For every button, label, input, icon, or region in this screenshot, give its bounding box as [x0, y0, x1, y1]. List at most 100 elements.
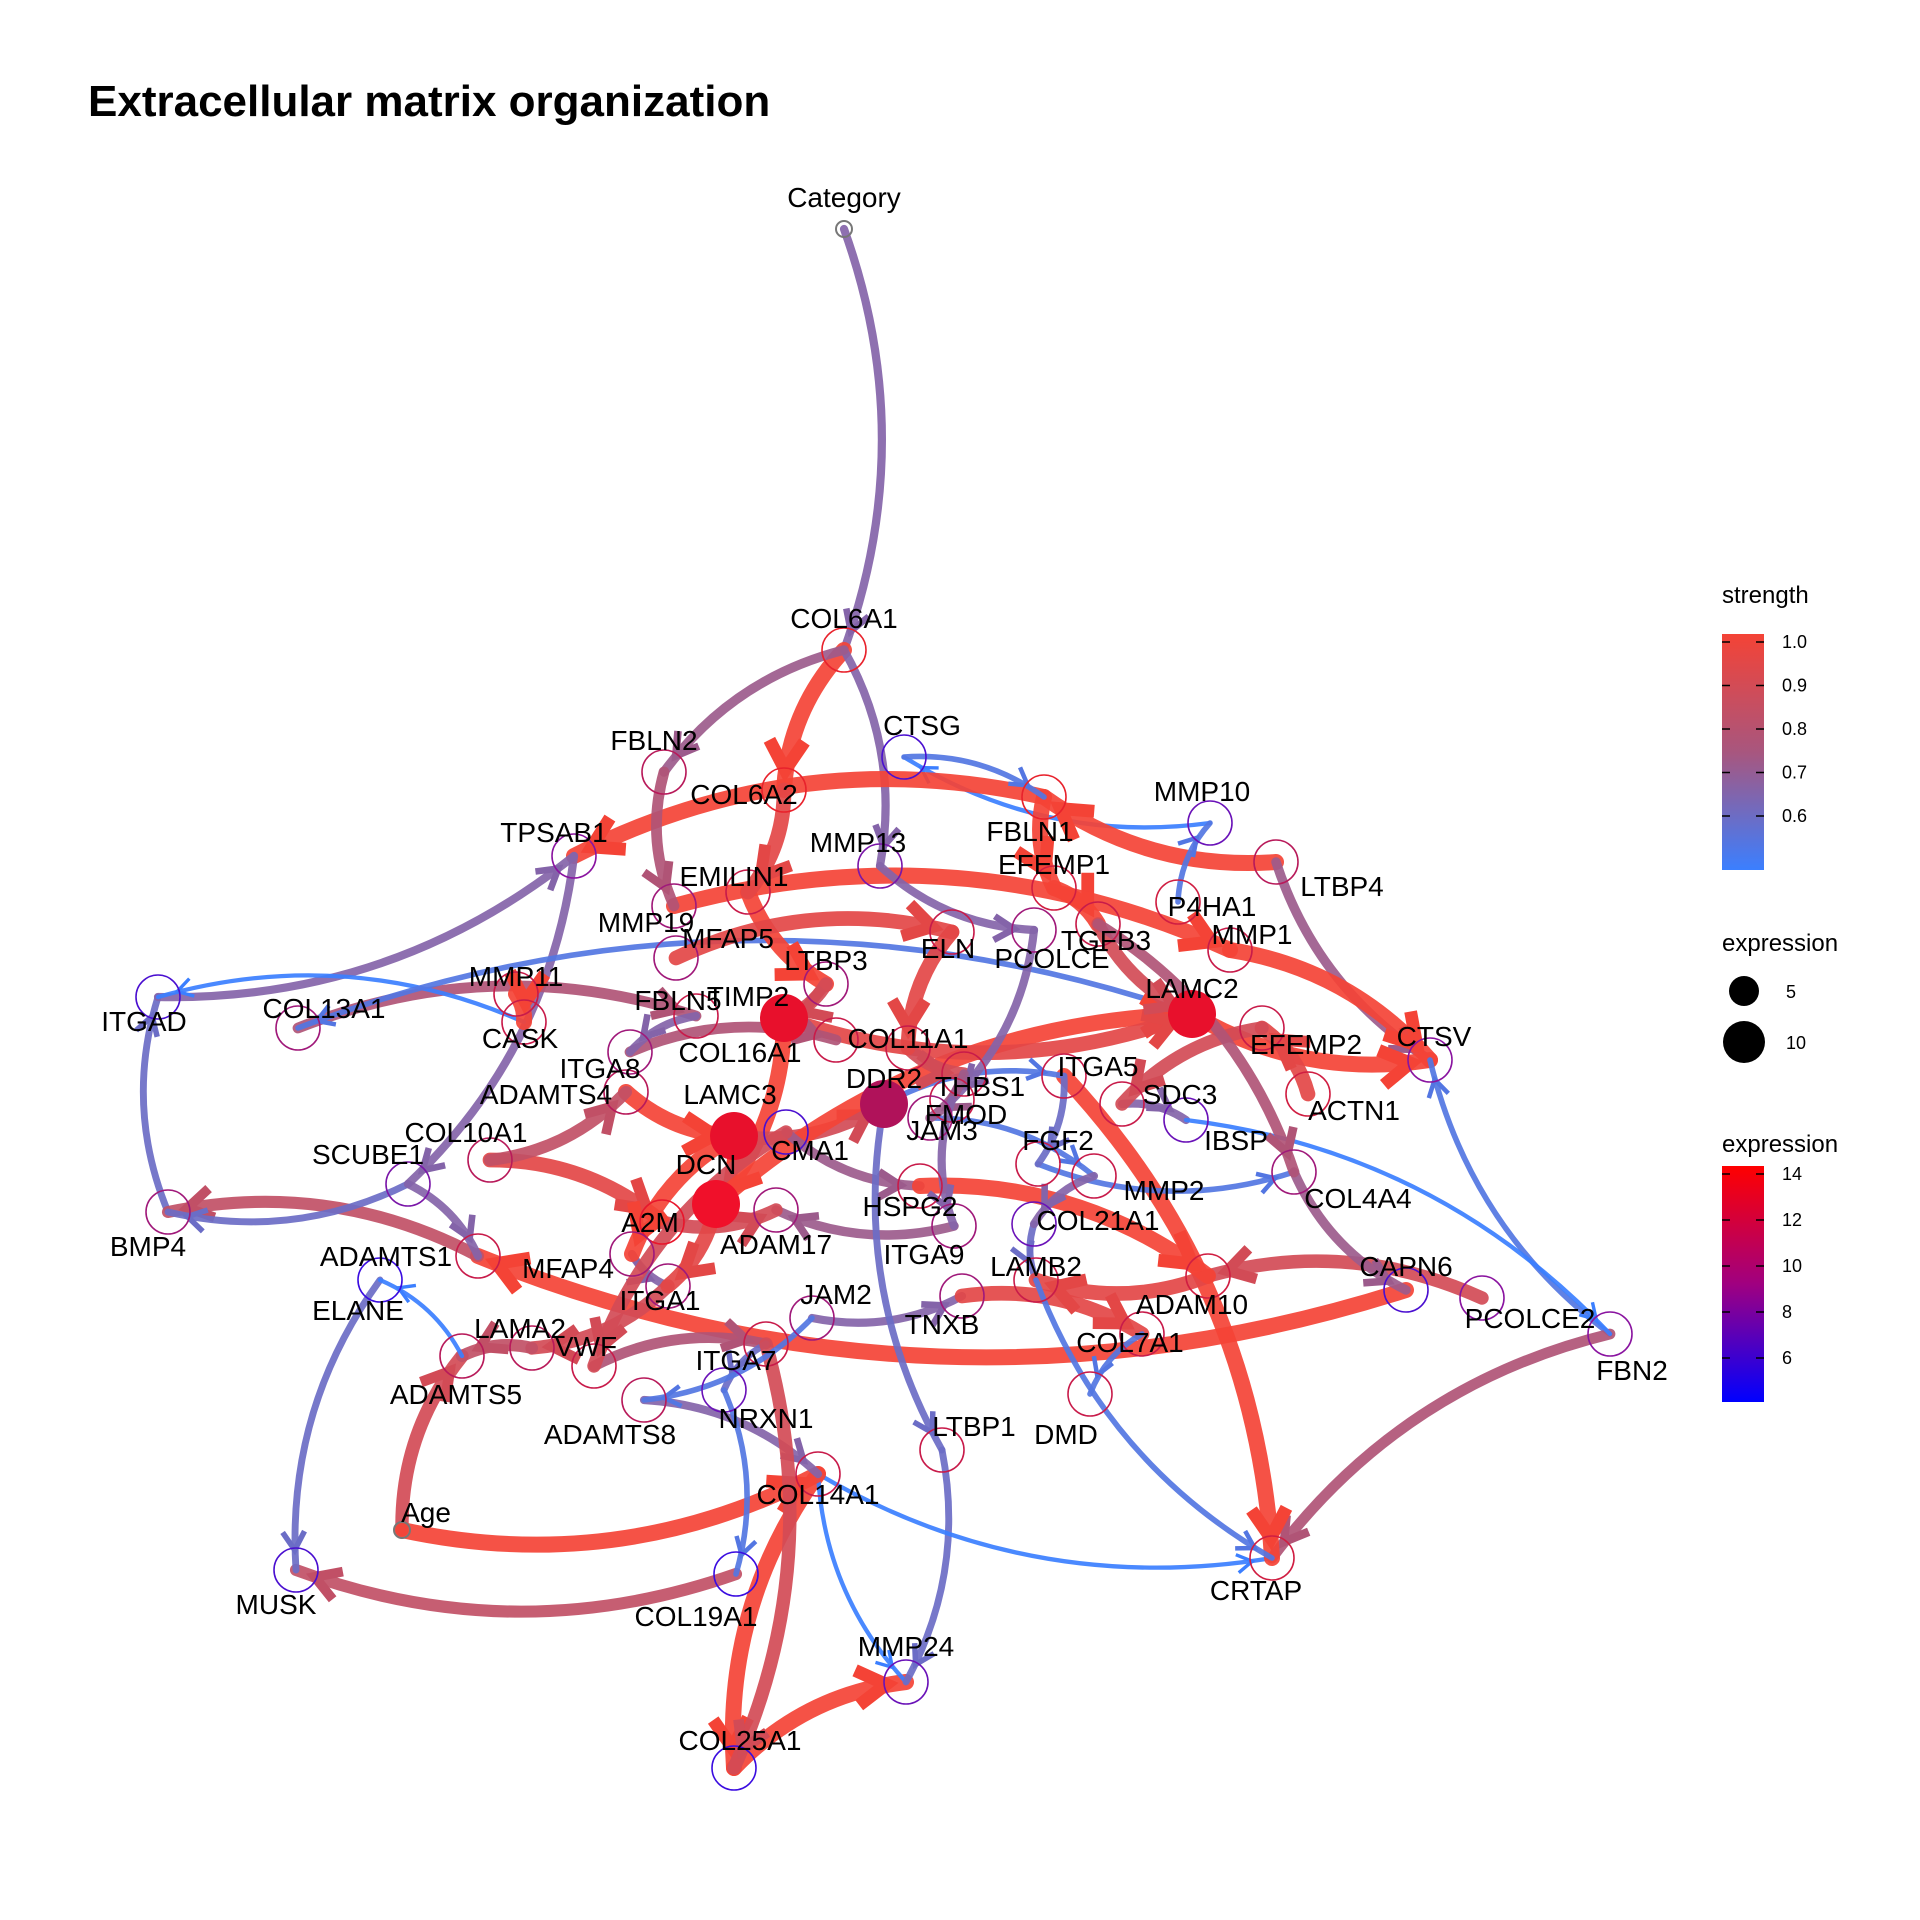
legend-size-small-dot	[1729, 976, 1759, 1006]
node-adam17	[753, 1187, 799, 1233]
edge-arrowhead-FGF2-to-COL4A4	[1255, 1171, 1280, 1195]
node-label-itga8: ITGA8	[560, 1053, 641, 1084]
edge-arrowhead-JAM2-to-ADAMTS8	[659, 1384, 683, 1409]
node-mmp2	[1071, 1153, 1117, 1199]
node-col21a1	[1011, 1201, 1057, 1247]
node-label-col10a1: COL10A1	[405, 1117, 528, 1148]
node-label-ctsg: CTSG	[883, 710, 961, 741]
node-label-dcn: DCN	[676, 1149, 737, 1180]
edge-arrowhead-FBN2-to-CTSV	[1426, 1075, 1450, 1099]
node-label-itgad: ITGAD	[101, 1006, 187, 1037]
node-label-fbn2: FBN2	[1596, 1355, 1668, 1386]
node-crtap	[1249, 1535, 1295, 1581]
edge-arrowhead-PCOLCE2-to-ADAM10	[1217, 1245, 1259, 1285]
node-label-lamc3: LAMC3	[683, 1079, 776, 1110]
node-label-bmp4: BMP4	[110, 1231, 186, 1262]
node-fbn2	[1587, 1311, 1633, 1357]
node-col7a1	[1119, 1311, 1165, 1357]
node-label-pcolce2: PCOLCE2	[1465, 1303, 1596, 1334]
node-label-mfap4: MFAP4	[522, 1253, 614, 1284]
node-label-col4a4: COL4A4	[1304, 1183, 1411, 1214]
expr-ticks-label: 10	[1782, 1256, 1802, 1276]
node-bmp4	[145, 1189, 191, 1235]
node-cask	[501, 999, 547, 1045]
legend-strength: strength 1.0 0.9 0.8 0.7 0.6	[1722, 582, 1809, 870]
node-label-efemp2: EFEMP2	[1250, 1029, 1362, 1060]
node-mmp1	[1207, 927, 1253, 973]
edge-arrowhead-ITGA7-to-COL25A1	[733, 1718, 771, 1760]
edge-arrowhead-MMP2-to-COL21A1	[1041, 1183, 1067, 1213]
filled-node-dcn	[692, 1180, 740, 1228]
node-mfap5	[653, 935, 699, 981]
node-pcolce2	[1459, 1275, 1505, 1321]
node-label-itga1: ITGA1	[620, 1285, 701, 1316]
edge-LAMB2-to-CRTAP	[1033, 1277, 1275, 1561]
node-itga9	[931, 1203, 977, 1249]
node-label-col16a1: COL16A1	[679, 1037, 802, 1068]
filled-node-timp2	[760, 994, 808, 1042]
labels-layer: Category COL6A1 CTSG FBLN2 COL6A2 MMP10 FBLN1 T…	[101, 182, 1668, 1756]
node-tgfb3	[1075, 901, 1121, 947]
node-label-mmp11: MMP11	[469, 961, 563, 992]
node-col6a1	[821, 627, 867, 673]
node-col4a4	[1271, 1149, 1317, 1195]
edge-arrowhead-ITGA5-to-CRTAP	[1246, 1504, 1293, 1551]
edge-DDR2-to-LTBP1	[871, 1100, 946, 1454]
node-actn1	[1285, 1071, 1331, 1117]
edge-arrowhead-ELN-to-COL11A1	[887, 997, 931, 1040]
node-label-fgf2: FGF2	[1022, 1125, 1094, 1156]
node-label-elane: ELANE	[312, 1295, 404, 1326]
strength-ticks-label: 0.7	[1782, 763, 1807, 783]
edge-IBSP-to-FBN2	[1183, 1117, 1613, 1337]
node-efemp2	[1239, 1005, 1285, 1051]
node-fgf2	[1015, 1141, 1061, 1187]
edge-arrowhead-FBLN5-to-ITGA8	[639, 1013, 667, 1042]
node-ltbp4	[1253, 839, 1299, 885]
edge-arrowhead-DDR2-to-ITGA5	[1025, 1057, 1049, 1081]
edge-FGF2-to-COL4A4	[1035, 1161, 1297, 1194]
node-label-fbln5: FBLN5	[634, 985, 721, 1016]
edge-COL19A1-to-MUSK	[289, 1563, 743, 1618]
edge-arrowhead-CTSG-to-FBLN1	[1008, 766, 1032, 788]
edge-arrowhead-JAM3-to-MMP2	[1058, 1144, 1082, 1167]
node-tpsab1	[551, 833, 597, 879]
edge-arrowhead-ITGA9-to-ADAM17	[787, 1212, 820, 1242]
edge-arrowhead-HSPG2-to-ADAM10	[1157, 1229, 1202, 1272]
edge-PCOLCE2-to-ADAM10	[1201, 1254, 1489, 1305]
node-label-mmp1: MMP1	[1212, 919, 1293, 950]
edge-arrowhead-CMA1-to-HSPG2	[876, 1168, 908, 1201]
edge-arrowhead-SDC3-to-IBSP	[1146, 1086, 1175, 1113]
node-label-adam10: ADAM10	[1136, 1289, 1248, 1320]
edge-arrowhead-COL13A1-to-FBLN5	[649, 986, 685, 1020]
edge-arrowhead-LAMC2-to-CTSV	[1376, 1044, 1423, 1090]
node-fbln2	[641, 749, 687, 795]
edges-layer	[134, 224, 1616, 1776]
legend-expression-color: expression 14 12 10 8 6	[1722, 1131, 1838, 1402]
legend-strength-ticks: 1.0 0.9 0.8 0.7 0.6	[1722, 632, 1807, 826]
node-label-efemp1: EFEMP1	[998, 849, 1110, 880]
edge-arrowhead-PCOLCE-to-FMOD	[961, 1062, 990, 1091]
edge-arrowhead-COL25A1-to-MMP24	[852, 1664, 899, 1711]
edge-arrowhead-FBLN1-to-EFEMP1	[1013, 835, 1055, 882]
node-label-tgfb3: TGFB3	[1061, 925, 1151, 956]
node-label-adamts4: ADAMTS4	[480, 1079, 612, 1110]
edge-MFAP5-to-ELN	[668, 911, 960, 966]
edge-arrowhead-COL21A1-to-LAMB2	[1009, 1239, 1035, 1267]
node-label-musk: MUSK	[236, 1589, 317, 1620]
node-label-mmp10: MMP10	[1154, 776, 1250, 807]
legend-size-label-large: 10	[1786, 1033, 1806, 1053]
edge-arrowhead-SCUBE1-to-BMP4	[182, 1207, 209, 1234]
node-label-col25a1: COL25A1	[679, 1725, 802, 1756]
edge-arrowhead-COL10A1-to-ADAMTS4	[583, 1099, 619, 1136]
node-label-jam2: JAM2	[800, 1279, 872, 1310]
node-adam10	[1185, 1253, 1231, 1299]
node-emilin1	[725, 869, 771, 915]
edge-arrowhead-MMP13-to-PCOLCE	[992, 913, 1021, 943]
node-label-col6a2: COL6A2	[690, 779, 797, 810]
node-label-p4ha1: P4HA1	[1168, 891, 1257, 922]
edge-arrowhead-TNXB-to-COL7A1	[1092, 1292, 1135, 1330]
node-label-itga7: ITGA7	[696, 1345, 777, 1376]
node-label-mmp19: MMP19	[598, 907, 694, 938]
edge-FBN2-to-CTSV	[1427, 1057, 1613, 1337]
node-col11a1	[885, 1025, 931, 1071]
